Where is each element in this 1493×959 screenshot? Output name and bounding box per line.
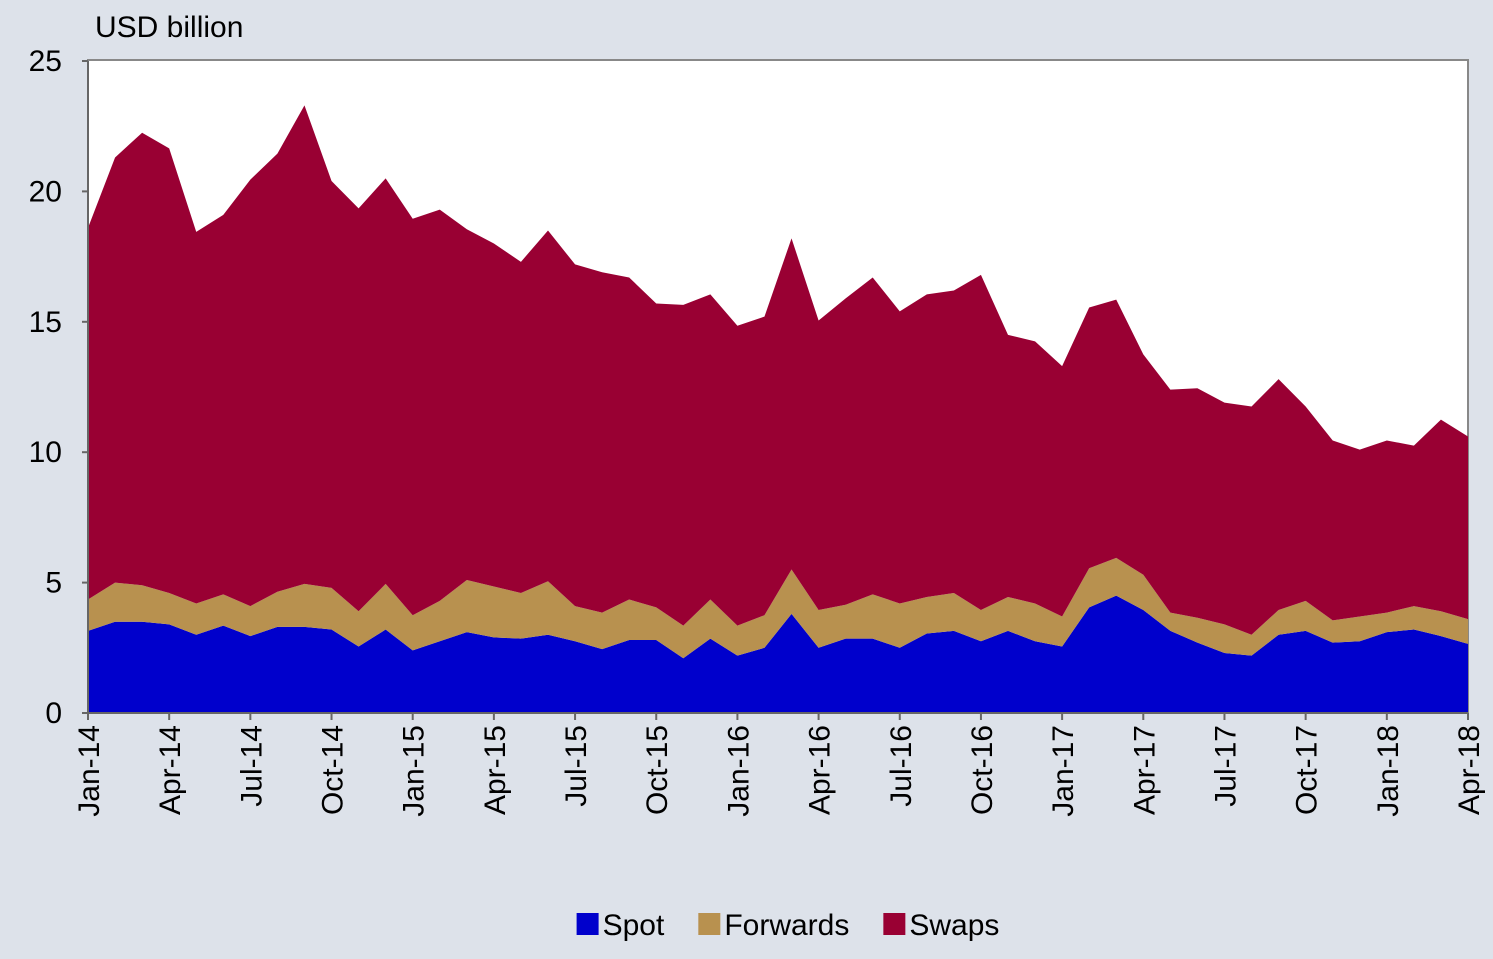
x-tick-label: Jan-18 — [1372, 725, 1405, 817]
y-tick-label: 10 — [29, 436, 62, 469]
legend: Spot Forwards Swaps — [576, 909, 999, 942]
x-tick-label: Jul-16 — [885, 725, 918, 807]
y-tick-label: 25 — [29, 45, 62, 78]
y-tick-label: 20 — [29, 175, 62, 208]
legend-swatch — [883, 913, 906, 935]
legend-swatch — [576, 913, 599, 935]
area — [88, 105, 1468, 635]
x-tick-label: Jan-16 — [722, 725, 755, 817]
y-tick-label: 0 — [45, 697, 62, 730]
area — [88, 595, 1468, 713]
x-tick-label: Apr-14 — [154, 725, 187, 815]
y-tick-label: 15 — [29, 306, 62, 339]
axis-label: USD billion — [95, 11, 243, 44]
legend-label: Spot — [603, 909, 665, 942]
legend-label: Forwards — [724, 909, 849, 942]
x-tick-label: Oct-17 — [1291, 725, 1324, 815]
x-tick-label: Apr-17 — [1128, 725, 1161, 815]
x-tick-label: Jul-17 — [1209, 725, 1242, 807]
x-tick-label: Apr-18 — [1453, 725, 1486, 815]
x-tick-label: Jul-14 — [235, 725, 268, 807]
x-tick-label: Jan-15 — [398, 725, 431, 817]
x-tick-label: Oct-14 — [317, 725, 350, 815]
x-tick-label: Apr-16 — [804, 725, 837, 815]
x-tick-label: Jul-15 — [560, 725, 593, 807]
legend-label: Swaps — [909, 909, 999, 942]
x-tick-label: Oct-16 — [966, 725, 999, 815]
x-tick-label: Apr-15 — [479, 725, 512, 815]
x-tick-label: Jan-14 — [73, 725, 106, 817]
x-tick-label: Oct-15 — [641, 725, 674, 815]
area — [88, 557, 1468, 659]
y-tick-label: 5 — [45, 567, 62, 600]
legend-swatch — [698, 913, 721, 935]
x-tick-label: Jan-17 — [1047, 725, 1080, 817]
